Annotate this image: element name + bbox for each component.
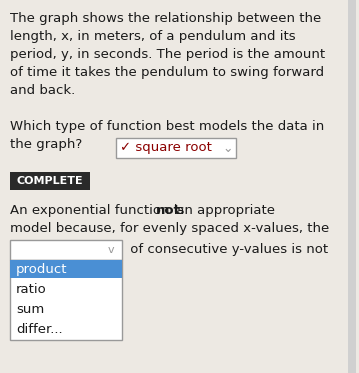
Text: not: not (156, 204, 181, 217)
Text: differ...: differ... (16, 323, 62, 336)
Text: ⌄: ⌄ (222, 141, 233, 154)
Text: Which type of function best models the data in: Which type of function best models the d… (10, 120, 324, 133)
Text: An exponential function is: An exponential function is (10, 204, 188, 217)
Text: an appropriate: an appropriate (172, 204, 275, 217)
FancyBboxPatch shape (116, 138, 236, 158)
Text: The graph shows the relationship between the: The graph shows the relationship between… (10, 12, 321, 25)
Text: ratio: ratio (16, 283, 47, 296)
Text: of consecutive y-values is not: of consecutive y-values is not (126, 243, 328, 256)
Text: of time it takes the pendulum to swing forward: of time it takes the pendulum to swing f… (10, 66, 324, 79)
FancyBboxPatch shape (10, 240, 122, 260)
FancyBboxPatch shape (10, 260, 122, 278)
Text: ✓ square root: ✓ square root (120, 141, 212, 154)
Text: the graph?: the graph? (10, 138, 82, 151)
FancyBboxPatch shape (10, 172, 90, 190)
Text: length, x, in meters, of a pendulum and its: length, x, in meters, of a pendulum and … (10, 30, 295, 43)
Text: product: product (16, 263, 67, 276)
Text: v: v (108, 245, 115, 255)
FancyBboxPatch shape (10, 260, 122, 340)
Text: period, y, in seconds. The period is the amount: period, y, in seconds. The period is the… (10, 48, 325, 61)
Text: model because, for evenly spaced x-values, the: model because, for evenly spaced x-value… (10, 222, 329, 235)
Text: and back.: and back. (10, 84, 75, 97)
FancyBboxPatch shape (348, 0, 356, 373)
Text: COMPLETE: COMPLETE (17, 176, 83, 186)
Text: sum: sum (16, 303, 44, 316)
